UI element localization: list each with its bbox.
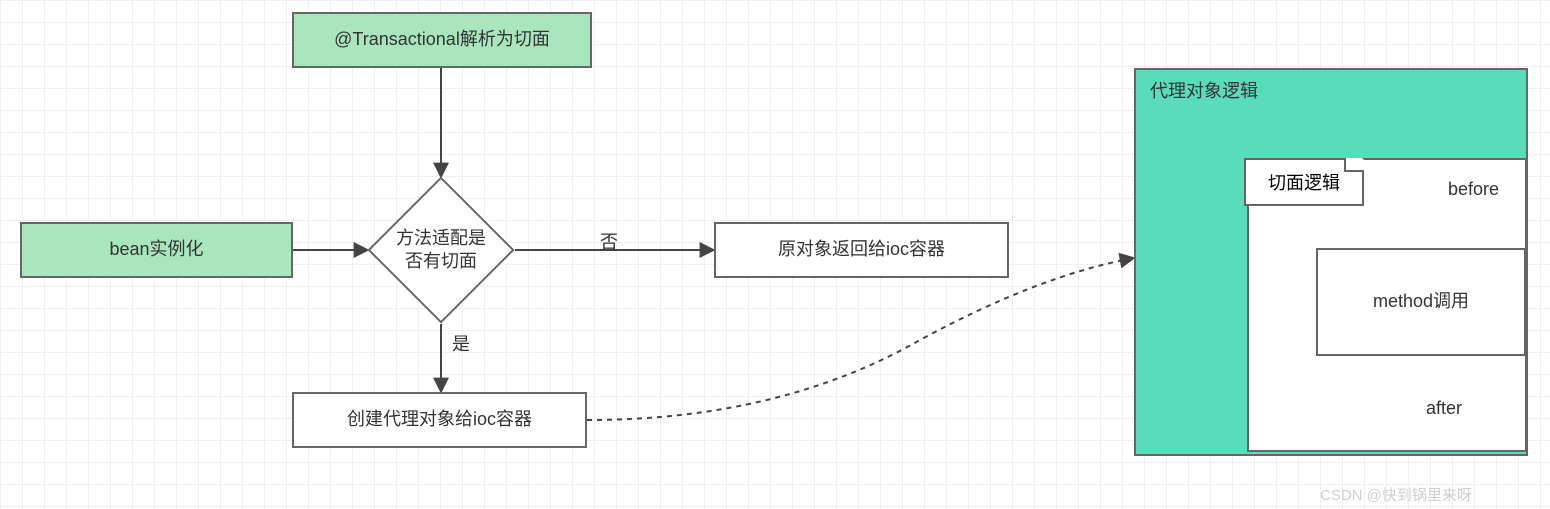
edge-label-no: 否 (600, 228, 618, 254)
watermark: CSDN @快到锅里来呀 (1320, 484, 1472, 505)
node-transactional-label: @Transactional解析为切面 (334, 28, 550, 51)
node-create-proxy: 创建代理对象给ioc容器 (292, 392, 587, 448)
edge-label-yes: 是 (452, 330, 470, 356)
node-aspect-tab-label: 切面逻辑 (1268, 169, 1340, 195)
node-decision-label: 方法适配是 否有切面 (396, 227, 486, 274)
node-proxy-logic-outer-label: 代理对象逻辑 (1150, 80, 1258, 103)
node-return-original: 原对象返回给ioc容器 (714, 222, 1009, 278)
node-return-original-label: 原对象返回给ioc容器 (778, 238, 945, 261)
node-transactional: @Transactional解析为切面 (292, 12, 592, 68)
node-decision: 方法适配是 否有切面 (389, 198, 493, 302)
node-before-label: before (1448, 178, 1499, 201)
node-aspect-tab: 切面逻辑 (1244, 158, 1364, 206)
node-method-box: method调用 (1316, 248, 1526, 356)
node-method-label: method调用 (1373, 290, 1469, 313)
node-bean: bean实例化 (20, 222, 293, 278)
node-bean-label: bean实例化 (109, 238, 203, 261)
node-after-label: after (1426, 398, 1462, 419)
node-create-proxy-label: 创建代理对象给ioc容器 (347, 408, 532, 431)
